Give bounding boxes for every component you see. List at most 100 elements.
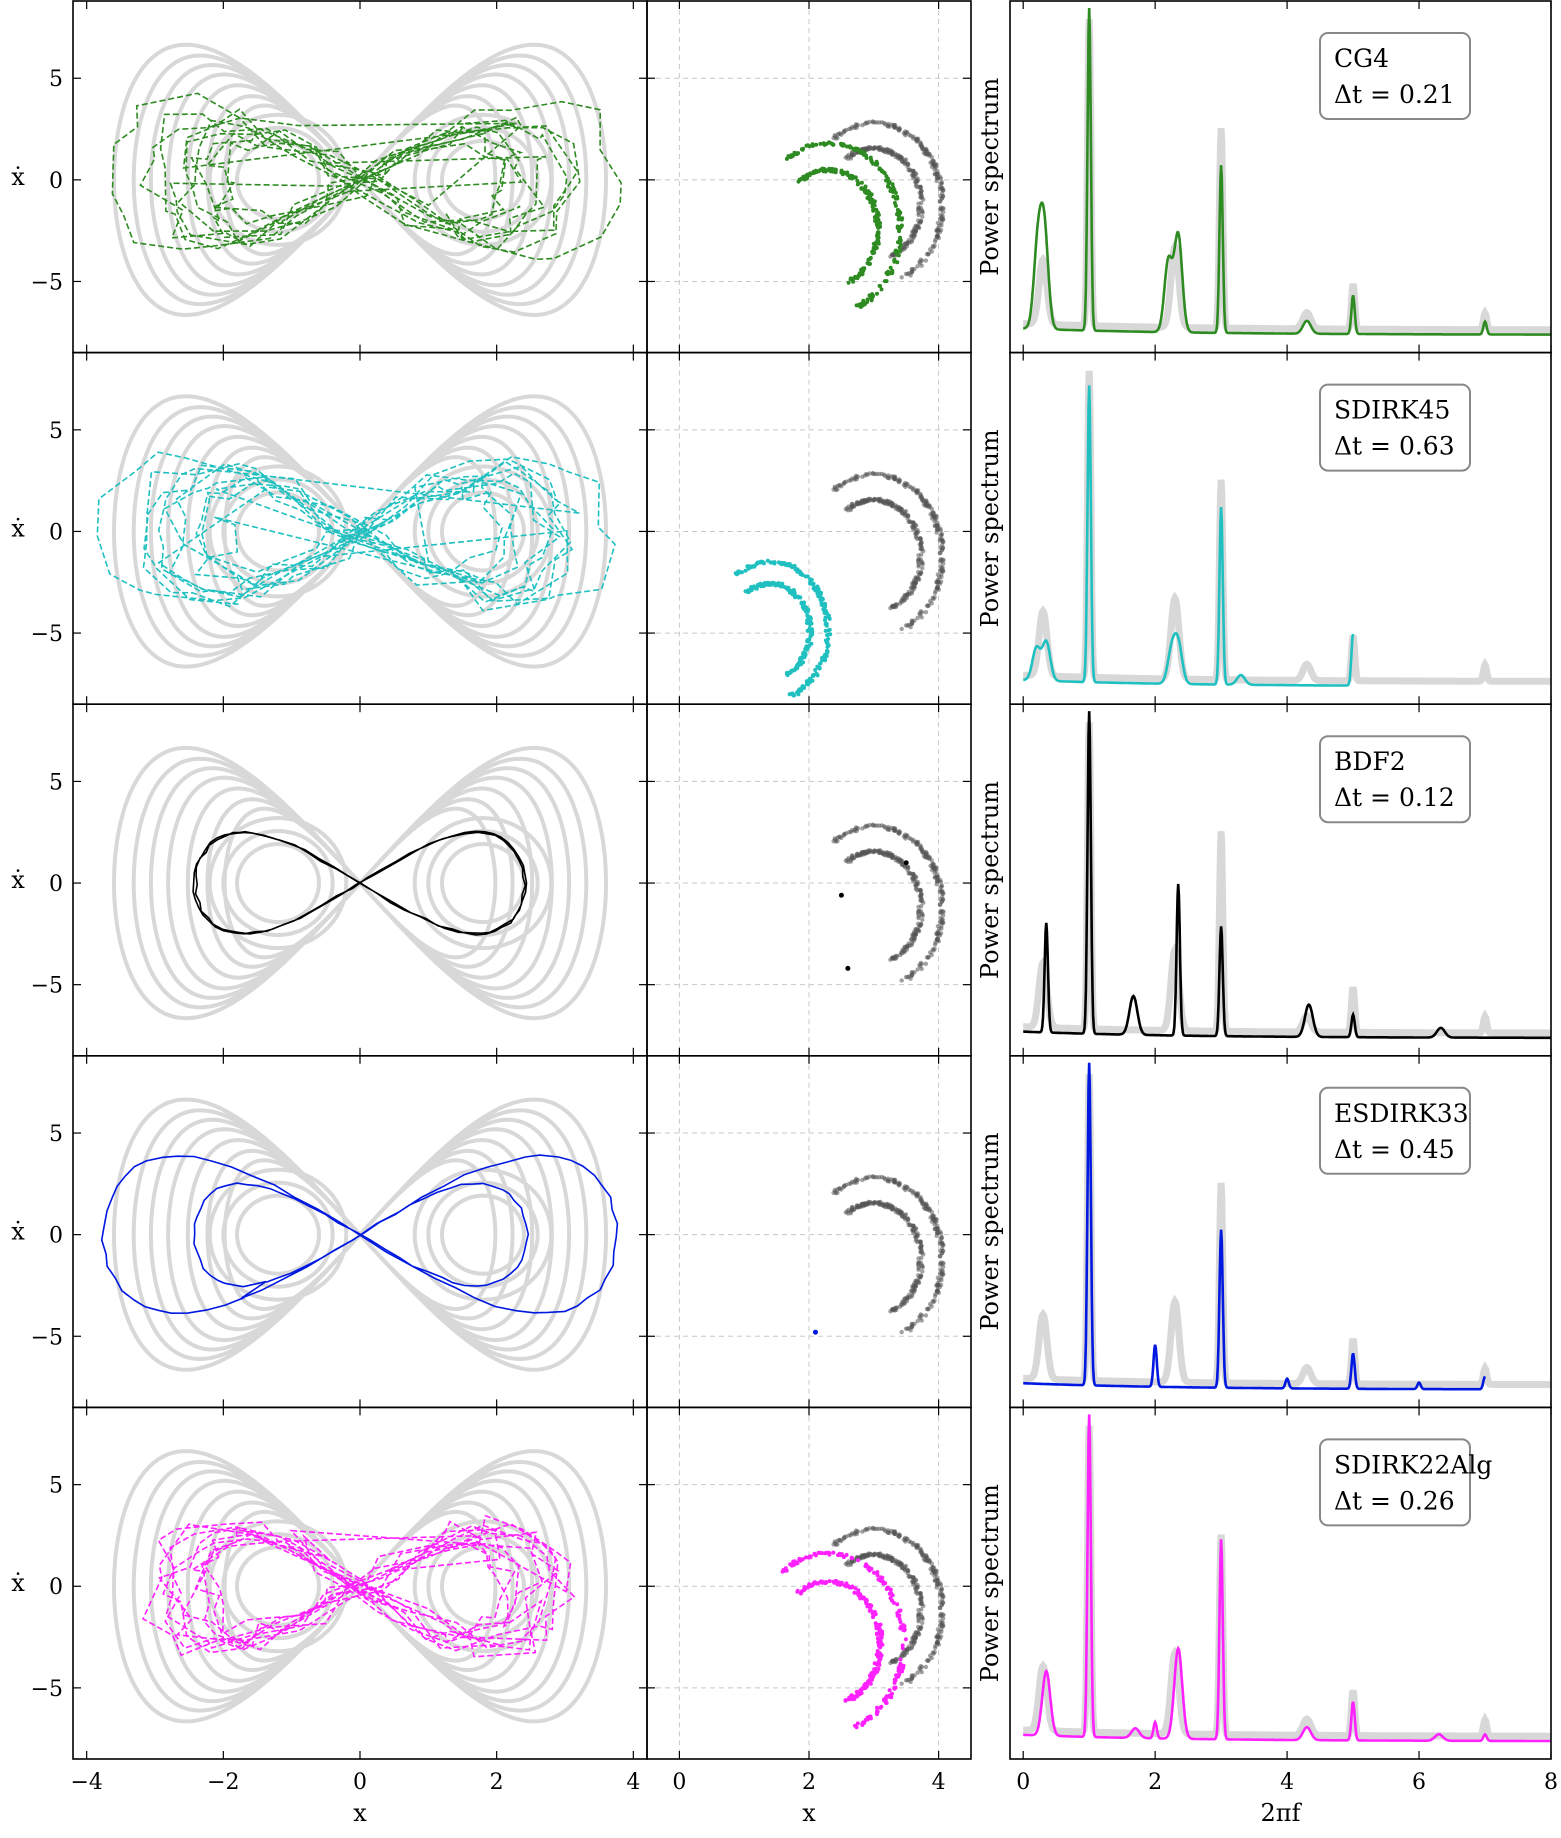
reference-point xyxy=(924,151,930,156)
reference-point xyxy=(918,1626,923,1632)
reference-point xyxy=(921,900,926,905)
section-point xyxy=(900,1643,905,1648)
reference-point xyxy=(872,1551,877,1557)
reference-point xyxy=(930,510,935,515)
reference-point xyxy=(920,214,925,219)
section-point xyxy=(868,155,873,160)
section-point xyxy=(803,604,808,609)
section-point xyxy=(828,632,833,637)
reference-point xyxy=(930,862,935,867)
reference-point xyxy=(939,1240,944,1245)
reference-point xyxy=(935,1627,941,1632)
section-point xyxy=(796,151,801,156)
section-point xyxy=(751,586,756,590)
section-point xyxy=(894,1675,899,1680)
reference-point xyxy=(912,618,917,623)
section-point xyxy=(888,265,893,270)
reference-point xyxy=(856,1204,861,1209)
reference-point xyxy=(899,275,904,280)
section-point xyxy=(878,1705,883,1710)
section-point xyxy=(796,692,801,697)
section-point xyxy=(813,668,818,672)
y-tick-label: −5 xyxy=(31,270,63,295)
reference-point xyxy=(890,604,895,610)
section-point xyxy=(873,246,878,251)
reference-point xyxy=(848,829,853,835)
section-point xyxy=(802,686,806,690)
section-point xyxy=(819,1579,824,1584)
spectrum-panel: Power spectrum CG4 Δt = 0.21 xyxy=(976,0,1552,354)
reference-point xyxy=(938,897,943,902)
reference-point xyxy=(920,1620,925,1626)
section-point xyxy=(799,1591,803,1596)
trajectory-sdirk22alg xyxy=(141,1514,576,1658)
reference-point xyxy=(938,1583,944,1588)
section-point xyxy=(864,156,869,160)
section-point xyxy=(846,1697,851,1702)
reference-point xyxy=(868,145,874,150)
reference-point xyxy=(881,852,886,857)
reference-point xyxy=(919,1255,924,1261)
reference-point xyxy=(919,189,924,194)
section-point xyxy=(780,584,785,589)
section-point xyxy=(808,1584,813,1588)
section-point xyxy=(903,1637,908,1642)
reference-point xyxy=(899,978,904,983)
reference-point xyxy=(935,585,940,590)
legend-dt: Δt = 0.21 xyxy=(1334,80,1455,109)
reference-point xyxy=(914,842,919,847)
y-tick-label: 5 xyxy=(49,770,63,795)
reference-spectrum xyxy=(1023,1073,1551,1389)
section-point xyxy=(887,1688,892,1693)
y-tick-label: 5 xyxy=(49,419,63,444)
y-tick-label: 0 xyxy=(49,520,63,545)
reference-point xyxy=(919,615,924,620)
reference-point xyxy=(831,135,836,141)
reference-point xyxy=(872,848,877,853)
reference-point xyxy=(899,860,904,865)
section-point xyxy=(860,1686,865,1691)
poincare-panel: 0 2 4 xyxy=(646,1406,972,1795)
reference-point xyxy=(915,1318,920,1324)
section-point xyxy=(874,213,879,218)
section-point xyxy=(844,144,849,149)
section-point xyxy=(865,196,870,200)
section-point xyxy=(874,1652,879,1657)
section-point xyxy=(878,1652,883,1657)
section-point xyxy=(854,303,859,308)
reference-point xyxy=(923,1313,929,1318)
x-tick-label: 6 xyxy=(1412,1770,1426,1795)
reference-point xyxy=(896,1183,902,1188)
section-point xyxy=(878,284,883,288)
reference-point xyxy=(919,966,924,972)
reference-point xyxy=(935,171,940,176)
reference-point xyxy=(935,227,941,233)
reference-point xyxy=(939,565,944,571)
reference-point xyxy=(845,1211,851,1216)
reference-point xyxy=(870,1174,876,1180)
section-point xyxy=(821,141,826,146)
reference-point xyxy=(894,604,899,609)
reference-point xyxy=(903,131,908,136)
phase-portrait-panel: −4 −2 0 2 4 −5 0 5 ẋ xyxy=(11,1406,648,1795)
reference-point xyxy=(938,199,943,204)
reference-attractor xyxy=(112,42,608,317)
section-point xyxy=(827,140,832,145)
reference-point xyxy=(933,237,938,242)
section-point xyxy=(849,1693,854,1698)
section-point xyxy=(898,242,903,247)
reference-point xyxy=(919,540,924,546)
section-point xyxy=(804,143,809,148)
reference-point xyxy=(837,483,843,488)
reference-point xyxy=(837,1186,843,1191)
reference-point xyxy=(921,1603,926,1609)
section-point xyxy=(795,1589,800,1594)
spectrum-sdirk22alg xyxy=(1023,1414,1551,1743)
reference-point xyxy=(854,1529,859,1535)
section-point xyxy=(865,1604,870,1609)
reference-point xyxy=(934,175,940,180)
reference-point xyxy=(845,859,851,865)
reference-point xyxy=(848,478,853,483)
reference-point xyxy=(933,1217,939,1222)
